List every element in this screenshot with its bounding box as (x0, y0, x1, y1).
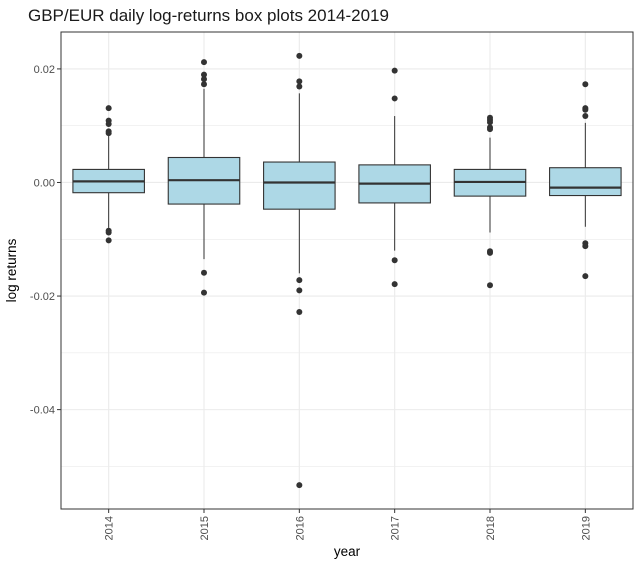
plot-panel-border (60, 31, 634, 510)
box-2017 (358, 67, 431, 288)
outlier-point (105, 120, 112, 127)
outlier-point (582, 106, 589, 113)
x-axis: 2014 2015 2016 2017 2018 2019 (104, 509, 592, 540)
outlier-point (201, 289, 207, 296)
outlier-point (201, 269, 207, 276)
y-axis-title: log returns (4, 238, 19, 302)
outlier-point (582, 273, 589, 280)
y-tick-label: 0.00 (34, 177, 55, 189)
outlier-point (201, 71, 207, 78)
outlier-point (582, 243, 589, 250)
outlier-point (391, 95, 398, 102)
outlier-point (105, 229, 112, 236)
box-2019 (549, 81, 622, 280)
outlier-point (487, 119, 493, 126)
grid-lines (61, 32, 633, 509)
y-tick-label: -0.04 (30, 405, 55, 417)
outlier-point (296, 83, 303, 90)
iqr-box (263, 161, 336, 210)
x-tick-label: 2018 (485, 516, 497, 540)
outlier-point (296, 277, 303, 284)
y-tick-label: -0.02 (30, 291, 55, 303)
outlier-point (582, 113, 589, 120)
x-tick-label: 2019 (580, 516, 592, 540)
outlier-point (201, 59, 207, 66)
outlier-point (391, 281, 398, 288)
outlier-point (201, 81, 207, 88)
outlier-point (582, 81, 589, 88)
box-2016 (263, 52, 336, 489)
outlier-point (296, 308, 303, 315)
x-tick-label: 2016 (294, 516, 306, 540)
x-tick-label: 2017 (390, 516, 402, 540)
box-2018 (453, 114, 527, 289)
outlier-point (105, 130, 112, 137)
x-axis-title: year (334, 544, 361, 559)
outlier-point (296, 52, 303, 59)
iqr-box (549, 167, 622, 197)
outlier-point (487, 282, 493, 289)
outlier-point (487, 249, 493, 256)
box-series (72, 52, 622, 489)
chart-title: GBP/EUR daily log-returns box plots 2014… (28, 6, 389, 25)
outlier-point (391, 257, 398, 264)
outlier-point (296, 78, 303, 85)
y-tick-label: 0.02 (34, 64, 55, 76)
outlier-point (201, 76, 207, 83)
x-tick-label: 2014 (104, 516, 116, 540)
outlier-point (391, 67, 398, 74)
box-2015 (167, 59, 241, 296)
outlier-point (296, 287, 303, 294)
outlier-point (487, 126, 493, 133)
box-2014 (72, 105, 145, 244)
y-axis: 0.02 0.00 -0.02 -0.04 (30, 64, 61, 417)
outlier-point (105, 105, 112, 112)
outlier-point (296, 482, 303, 489)
x-tick-label: 2015 (199, 516, 211, 540)
outlier-point (105, 237, 112, 244)
